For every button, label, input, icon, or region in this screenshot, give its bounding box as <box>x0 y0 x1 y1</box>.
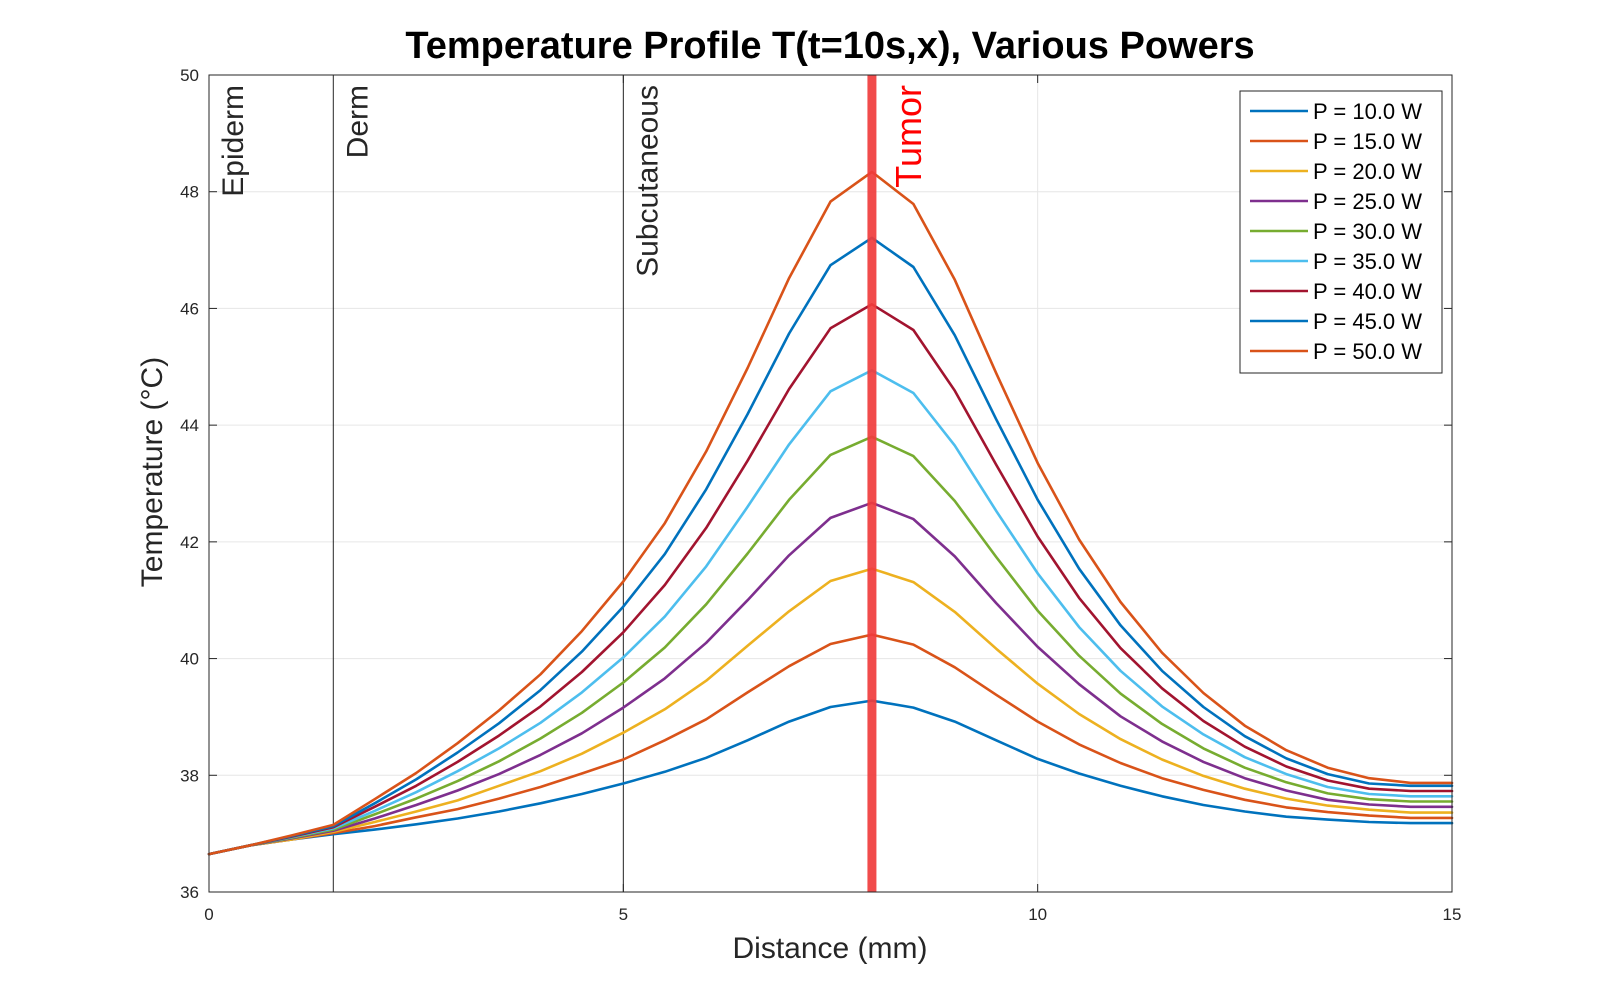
x-tick-label: 5 <box>619 905 628 924</box>
series-line-7 <box>207 302 1454 856</box>
legend-entry-label: P = 25.0 W <box>1313 189 1422 214</box>
region-label: Epiderm <box>217 85 250 197</box>
legend-entry-label: P = 10.0 W <box>1313 99 1422 124</box>
legend-entry-label: P = 20.0 W <box>1313 159 1422 184</box>
legend-entry-label: P = 35.0 W <box>1313 249 1422 274</box>
series-line-2 <box>207 633 1454 856</box>
chart-title: Temperature Profile T(t=10s,x), Various … <box>405 25 1254 67</box>
region-label: Subcutaneous <box>631 85 664 277</box>
legend: P = 10.0 W P = 15.0 W P = 20.0 W P = 25.0 W… <box>1239 90 1443 374</box>
tumor-marker: Tumor <box>867 75 929 892</box>
legend-entry-label: P = 30.0 W <box>1313 219 1422 244</box>
y-tick-label: 40 <box>180 650 199 669</box>
legend-entry-label: P = 40.0 W <box>1313 279 1422 304</box>
y-tick-label: 50 <box>180 66 199 85</box>
x-tick-label: 15 <box>1443 905 1462 924</box>
series-line-3 <box>207 567 1454 856</box>
y-tick-label: 42 <box>180 533 199 552</box>
y-tick-label: 44 <box>180 416 199 435</box>
legend-entry-label: P = 50.0 W <box>1313 339 1422 364</box>
series-line-9 <box>207 170 1454 856</box>
series-line-4 <box>207 501 1454 856</box>
y-tick-label: 38 <box>180 766 199 785</box>
tumor-label: Tumor <box>888 85 929 188</box>
y-axis-label: Temperature (°C) <box>136 357 169 587</box>
legend-entry-label: P = 15.0 W <box>1313 129 1422 154</box>
y-tick-label: 48 <box>180 183 199 202</box>
series-line-5 <box>207 435 1454 856</box>
y-tick-label: 46 <box>180 299 199 318</box>
series-line-1 <box>207 699 1454 856</box>
region-markers: Epiderm Derm Subcutaneous <box>217 75 664 892</box>
series-line-6 <box>207 368 1454 856</box>
legend-entry-label: P = 45.0 W <box>1313 309 1422 334</box>
x-axis-label: Distance (mm) <box>732 932 927 965</box>
region-label: Derm <box>341 85 374 158</box>
series-line-8 <box>207 236 1454 856</box>
axis-ticks: 0 5 10 15 36 38 40 42 44 46 48 50 <box>180 66 1461 924</box>
y-tick-label: 36 <box>180 883 199 902</box>
x-tick-label: 0 <box>204 905 213 924</box>
series-layer <box>207 170 1454 856</box>
plot-area-frame <box>208 74 1453 893</box>
x-tick-label: 10 <box>1028 905 1047 924</box>
